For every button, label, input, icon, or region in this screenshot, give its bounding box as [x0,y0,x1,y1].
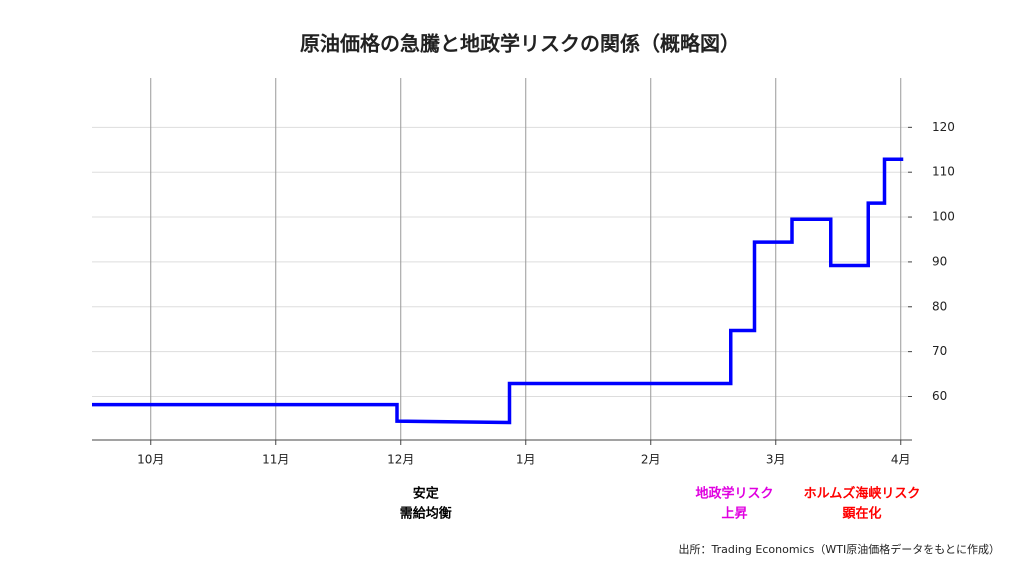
x-tick-label: 12月 [387,453,414,467]
x-tick-label: 11月 [262,453,289,467]
x-tick-label: 3月 [766,453,786,467]
line [92,157,904,425]
x-tick-label: 1月 [516,453,536,467]
y-tick-label: 90 [932,254,947,268]
annotation: 上昇 [721,507,747,522]
y-tick-label: 70 [932,344,947,358]
annotation: 地政学リスク [695,486,773,502]
x-tick-label: 10月 [137,453,164,467]
y-tick-label: 80 [932,299,947,313]
y-tick-label: 110 [932,165,955,179]
x-tick-label: 4月 [891,453,911,467]
x-tick-label: 2月 [641,453,661,467]
annotation: 顕在化 [842,506,881,522]
y-tick-label: 60 [932,389,947,403]
y-tick-label: 100 [932,210,955,224]
annotation: 安定 [413,486,439,502]
source: 出所：Trading Economics（WTI原油価格データをもとに作成） [679,542,1000,556]
annotation: 需給均衡 [400,506,452,522]
y-tick-label: 120 [932,120,955,134]
annotation: ホルムズ海峡リスク [804,486,921,502]
chart-title: 原油価格の急騰と地政学リスクの関係（概略図） [300,32,740,56]
